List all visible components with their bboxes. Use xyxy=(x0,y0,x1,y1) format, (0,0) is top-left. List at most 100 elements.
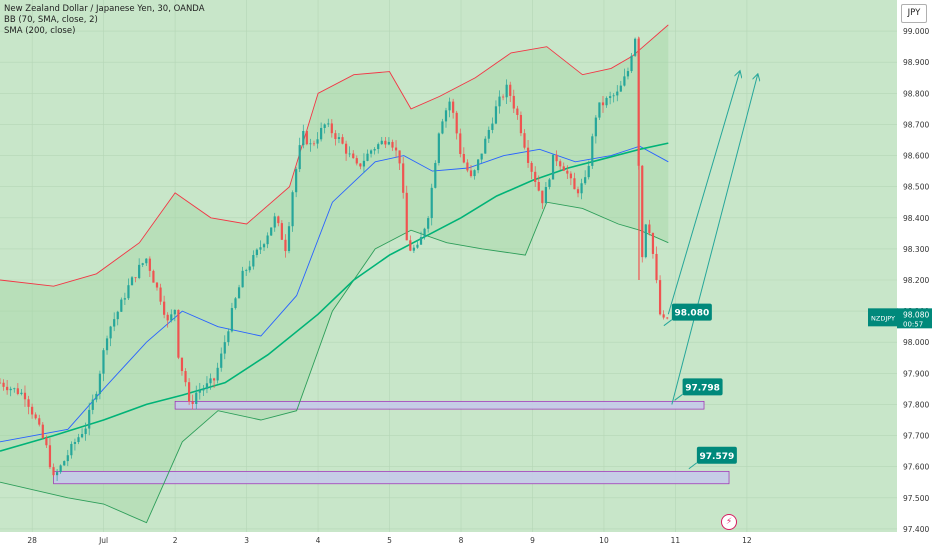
projection-arrow[interactable] xyxy=(671,75,758,405)
sma-indicator-label[interactable]: SMA (200, close) xyxy=(4,26,76,36)
currency-button[interactable]: JPY xyxy=(901,4,927,23)
bb-indicator-label[interactable]: BB (70, SMA, close, 2) xyxy=(4,15,98,25)
candle-body xyxy=(270,227,273,236)
price-label-text: 97.579 xyxy=(700,452,735,462)
time-axis-background xyxy=(0,532,897,550)
candle-body xyxy=(170,314,173,321)
time-axis: 28 Jul 2 3 4 5 8 9 10 11 12 xyxy=(0,532,897,550)
candle-body xyxy=(262,244,266,248)
price-label-pointer xyxy=(663,319,673,327)
support-zone-rect[interactable] xyxy=(53,470,730,485)
candle-body xyxy=(166,314,169,321)
projection-arrow[interactable] xyxy=(667,72,739,315)
candle-body xyxy=(77,437,80,443)
candle-body xyxy=(23,392,27,400)
price-label-text: 98.080 xyxy=(674,309,709,319)
candle-body xyxy=(380,140,383,145)
candle-body xyxy=(523,133,526,148)
candle-body xyxy=(302,130,305,146)
sma200-line xyxy=(0,142,669,452)
candle-body xyxy=(41,424,44,439)
time-tick-label: 3 xyxy=(244,536,249,545)
candle-body xyxy=(209,378,212,384)
price-label-box[interactable] xyxy=(671,303,712,321)
candle-body xyxy=(391,141,394,148)
price-tick-label: 98.900 xyxy=(903,58,929,67)
candle-body xyxy=(9,388,12,391)
time-tick-label: Jul xyxy=(98,536,108,545)
price-tick-label: 98.300 xyxy=(903,245,929,254)
bb-basis-line xyxy=(0,145,669,443)
candle-body xyxy=(405,192,408,241)
candle-body xyxy=(498,96,501,107)
candle-body xyxy=(123,298,126,300)
candle-body xyxy=(587,165,590,178)
candle-body xyxy=(530,162,533,172)
bollinger-band-fill xyxy=(0,24,669,523)
time-tick-label: 10 xyxy=(599,536,609,545)
price-tick-label: 99.000 xyxy=(903,27,929,36)
candle-body xyxy=(409,240,412,251)
candle-body xyxy=(34,414,37,419)
candle-body xyxy=(266,235,269,245)
candle-body xyxy=(377,144,380,150)
candle-body xyxy=(573,178,576,190)
price-tick-label: 97.600 xyxy=(903,463,929,472)
price-axis: 99.000 98.900 98.800 98.700 98.600 98.500 98.4… xyxy=(868,0,932,550)
candle-body xyxy=(516,108,519,115)
time-tick-label: 2 xyxy=(173,536,178,545)
candle-body xyxy=(455,112,458,134)
candle-body xyxy=(491,123,494,130)
candle-body xyxy=(70,443,73,456)
chart-legend: New Zealand Dollar / Japanese Yen, 30, O… xyxy=(4,4,205,37)
candle-body xyxy=(562,166,565,171)
candle-body xyxy=(387,141,391,145)
candle-body xyxy=(487,129,490,139)
support-zone-rect[interactable] xyxy=(174,400,705,410)
candle-body xyxy=(359,163,362,167)
candle-body xyxy=(134,277,137,279)
candle-body xyxy=(0,382,2,384)
candle-body xyxy=(658,280,662,315)
candle-body xyxy=(148,258,151,271)
candle-body xyxy=(605,97,608,106)
candle-body xyxy=(295,169,298,193)
price-tick-label: 98.400 xyxy=(903,214,929,223)
price-tick-label: 97.900 xyxy=(903,369,929,378)
candle-body xyxy=(227,331,230,343)
candle-body xyxy=(105,338,109,351)
candle-body xyxy=(544,187,548,204)
candle-body xyxy=(184,371,187,383)
candle-body xyxy=(569,173,572,179)
time-tick-label: 5 xyxy=(387,536,392,545)
price-tick-label: 98.600 xyxy=(903,152,929,161)
price-label-box[interactable] xyxy=(696,446,737,464)
indicator-lines xyxy=(0,24,669,524)
candle-body xyxy=(320,127,323,140)
candle-body xyxy=(191,401,194,404)
candle-body xyxy=(327,123,330,125)
candle-body xyxy=(519,114,523,134)
candle-body xyxy=(355,158,358,164)
candle-body xyxy=(537,181,540,191)
candle-body xyxy=(159,287,162,302)
price-tick-label: 97.400 xyxy=(903,525,929,534)
candle-body xyxy=(48,445,52,468)
candle-body xyxy=(63,461,66,466)
candle-body xyxy=(141,263,144,265)
lightning-icon[interactable]: ⚡ xyxy=(721,514,737,530)
candle-body xyxy=(641,165,644,258)
price-tick-label: 98.700 xyxy=(903,120,929,129)
countdown-text: 00:57 xyxy=(903,320,923,328)
current-price-text: 98.080 xyxy=(903,310,929,319)
candle-body xyxy=(216,367,219,381)
price-label-box[interactable] xyxy=(682,378,723,396)
candle-body xyxy=(280,223,283,240)
candle-body xyxy=(616,91,619,96)
candle-body xyxy=(484,138,487,154)
candle-body xyxy=(648,224,651,233)
candle-body xyxy=(109,326,112,339)
price-label-pointer xyxy=(688,462,698,470)
candle-body xyxy=(59,465,62,473)
